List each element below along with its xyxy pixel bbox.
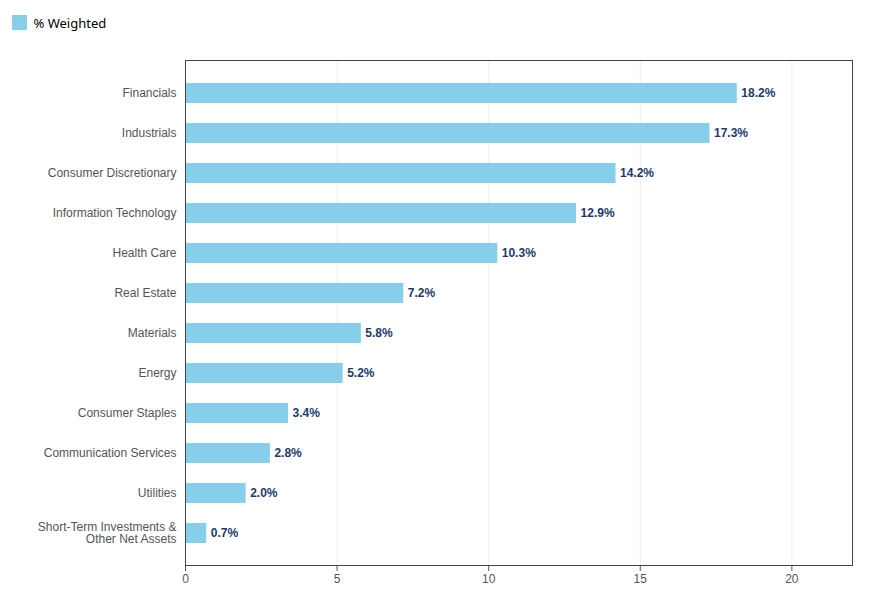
svg-text:2.0%: 2.0% bbox=[250, 486, 278, 500]
svg-text:0.7%: 0.7% bbox=[211, 526, 239, 540]
svg-text:7.2%: 7.2% bbox=[408, 286, 436, 300]
svg-text:12.9%: 12.9% bbox=[581, 206, 615, 220]
svg-text:17.3%: 17.3% bbox=[714, 126, 748, 140]
svg-text:Consumer Staples: Consumer Staples bbox=[78, 406, 177, 420]
svg-text:2.8%: 2.8% bbox=[274, 446, 302, 460]
svg-text:Short-Term Investments &Other: Short-Term Investments &Other Net Assets bbox=[38, 520, 177, 546]
svg-text:Consumer Discretionary: Consumer Discretionary bbox=[48, 166, 177, 180]
svg-text:Materials: Materials bbox=[128, 326, 177, 340]
svg-text:Health Care: Health Care bbox=[112, 246, 176, 260]
svg-text:14.2%: 14.2% bbox=[620, 166, 654, 180]
svg-text:Energy: Energy bbox=[138, 366, 176, 380]
svg-text:5.2%: 5.2% bbox=[347, 366, 375, 380]
svg-text:5.8%: 5.8% bbox=[365, 326, 393, 340]
html-text:% Weighted: % Weighted bbox=[33, 13, 107, 32]
svg-text:Financials: Financials bbox=[122, 86, 176, 100]
svg-text:5: 5 bbox=[334, 572, 341, 586]
svg-text:18.2%: 18.2% bbox=[741, 86, 775, 100]
svg-text:10: 10 bbox=[482, 572, 496, 586]
svg-text:Information Technology: Information Technology bbox=[53, 206, 177, 220]
svg-text:Communication Services: Communication Services bbox=[44, 446, 177, 460]
svg-text:Real Estate: Real Estate bbox=[114, 286, 176, 300]
svg-text:15: 15 bbox=[634, 572, 648, 586]
svg-text:3.4%: 3.4% bbox=[293, 406, 321, 420]
svg-text:0: 0 bbox=[182, 572, 189, 586]
svg-text:10.3%: 10.3% bbox=[502, 246, 536, 260]
svg-text:Utilities: Utilities bbox=[138, 486, 177, 500]
svg-text:20: 20 bbox=[785, 572, 799, 586]
svg-text:Industrials: Industrials bbox=[122, 126, 177, 140]
